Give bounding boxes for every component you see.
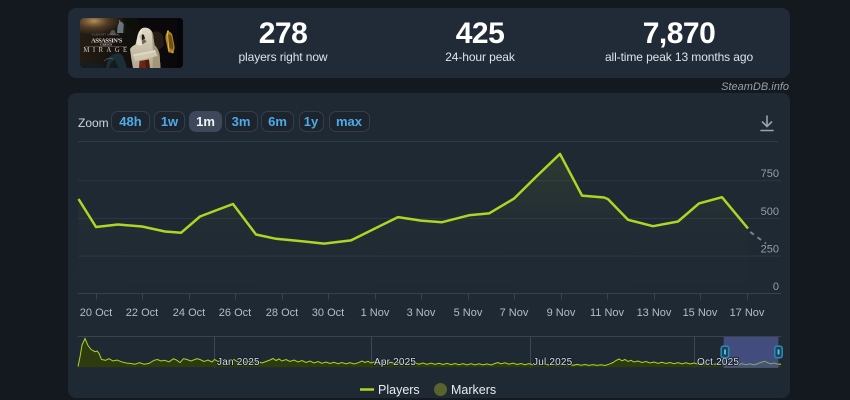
svg-text:28 Oct: 28 Oct xyxy=(266,307,298,319)
svg-text:Jul 2025: Jul 2025 xyxy=(533,357,573,368)
svg-text:30 Oct: 30 Oct xyxy=(312,307,344,319)
svg-text:9 Nov: 9 Nov xyxy=(547,307,576,319)
svg-text:A UBISOFT ORIGINAL: A UBISOFT ORIGINAL xyxy=(92,33,121,36)
svg-text:Oct 2025: Oct 2025 xyxy=(697,357,739,368)
svg-text:Markers: Markers xyxy=(451,383,496,397)
svg-text:15 Nov: 15 Nov xyxy=(683,307,718,319)
svg-text:22 Oct: 22 Oct xyxy=(126,307,158,319)
svg-text:Jan 2025: Jan 2025 xyxy=(217,357,260,368)
svg-text:7 Nov: 7 Nov xyxy=(500,307,529,319)
svg-text:0: 0 xyxy=(773,281,779,293)
svg-text:5 Nov: 5 Nov xyxy=(454,307,483,319)
svg-text:13 Nov: 13 Nov xyxy=(637,307,672,319)
svg-text:17 Nov: 17 Nov xyxy=(730,307,765,319)
svg-text:3 Nov: 3 Nov xyxy=(407,307,436,319)
svg-text:11 Nov: 11 Nov xyxy=(590,307,625,319)
svg-text:Players: Players xyxy=(378,383,420,397)
svg-text:750: 750 xyxy=(761,168,779,180)
svg-text:1 Nov: 1 Nov xyxy=(361,307,390,319)
svg-text:Apr 2025: Apr 2025 xyxy=(374,357,416,368)
svg-text:24 Oct: 24 Oct xyxy=(173,307,205,319)
svg-text:MIRAGE: MIRAGE xyxy=(83,47,130,54)
svg-text:500: 500 xyxy=(761,206,779,218)
svg-text:ASSASSIN’S: ASSASSIN’S xyxy=(91,37,123,44)
svg-text:250: 250 xyxy=(761,244,779,256)
svg-text:26 Oct: 26 Oct xyxy=(219,307,251,319)
svg-text:CREED: CREED xyxy=(100,43,112,47)
svg-text:20 Oct: 20 Oct xyxy=(80,307,112,319)
